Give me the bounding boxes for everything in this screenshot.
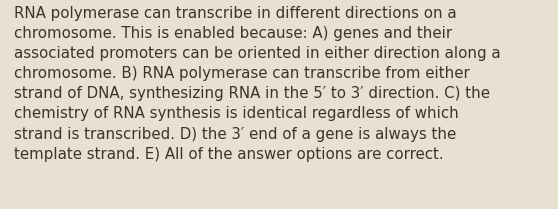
Text: RNA polymerase can transcribe in different directions on a
chromosome. This is e: RNA polymerase can transcribe in differe… <box>14 6 501 162</box>
